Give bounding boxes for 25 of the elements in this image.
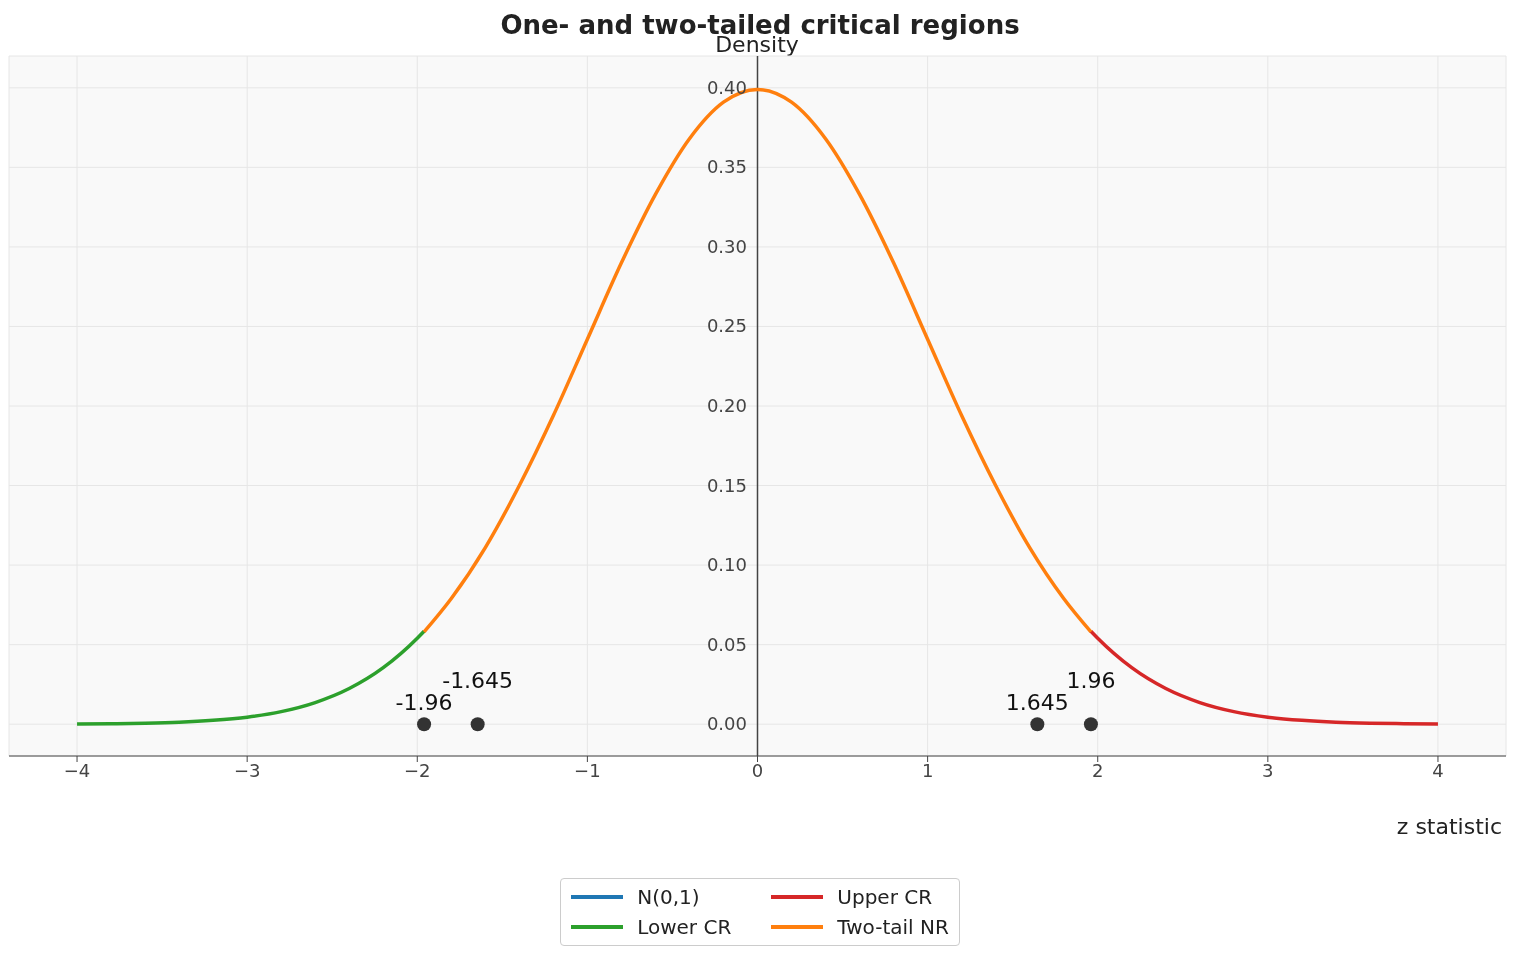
x-tick-label: 4 (1432, 759, 1444, 781)
x-tick-label: −1 (574, 759, 601, 781)
x-tick-label: 3 (1262, 759, 1274, 781)
y-tick-label: 0.20 (706, 395, 747, 416)
y-tick-label: 0.40 (706, 76, 747, 98)
y-tick-label: 0.30 (706, 235, 747, 257)
y-tick-label: 0.10 (706, 554, 747, 576)
x-tick-label: 1 (921, 759, 934, 781)
x-tick-label: −4 (63, 759, 91, 781)
x-tick-label: 2 (1092, 759, 1104, 781)
x-axis-title: z statistic (1396, 814, 1502, 839)
annotation: 1.96 (1066, 668, 1116, 694)
legend-label: N(0,1) (637, 885, 700, 909)
y-tick-label: 0.00 (706, 713, 747, 735)
y-tick-label: 0.15 (706, 474, 747, 496)
y-tick-label: 0.25 (706, 315, 747, 337)
annotation: 1.645 (1005, 690, 1069, 716)
x-tick-label: −2 (404, 759, 431, 781)
legend-label: Two-tail NR (837, 915, 949, 939)
x-tick-label: −3 (233, 759, 261, 781)
y-tick-label: 0.05 (706, 633, 747, 655)
x-tick-label: 0 (751, 759, 764, 781)
y-tick-label: 0.35 (706, 156, 747, 178)
legend-label: Lower CR (637, 915, 732, 939)
legend-label: Upper CR (837, 885, 933, 909)
